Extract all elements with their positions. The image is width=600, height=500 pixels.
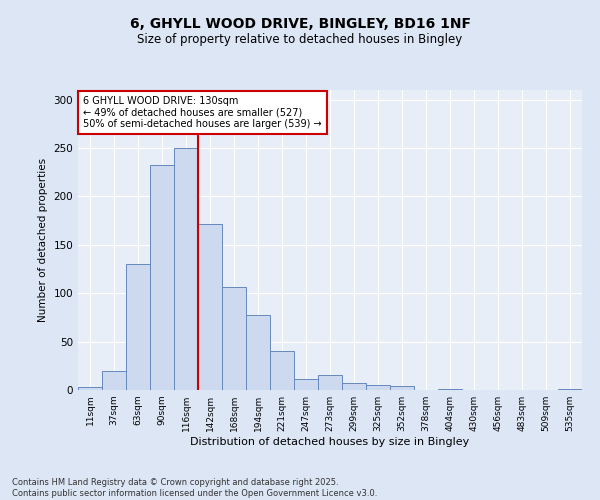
Text: Contains HM Land Registry data © Crown copyright and database right 2025.
Contai: Contains HM Land Registry data © Crown c…	[12, 478, 377, 498]
Bar	[366, 385, 390, 390]
Bar	[294, 380, 318, 390]
Text: Size of property relative to detached houses in Bingley: Size of property relative to detached ho…	[137, 32, 463, 46]
Bar	[558, 389, 582, 390]
Bar	[246, 314, 270, 390]
Bar	[150, 164, 174, 390]
Bar	[318, 374, 342, 390]
X-axis label: Distribution of detached houses by size in Bingley: Distribution of detached houses by size …	[190, 437, 470, 447]
Bar	[438, 389, 462, 390]
Bar	[102, 370, 126, 390]
Bar	[174, 148, 198, 390]
Y-axis label: Number of detached properties: Number of detached properties	[38, 158, 48, 322]
Bar	[222, 288, 246, 390]
Bar	[126, 264, 150, 390]
Bar	[342, 383, 366, 390]
Text: 6 GHYLL WOOD DRIVE: 130sqm
← 49% of detached houses are smaller (527)
50% of sem: 6 GHYLL WOOD DRIVE: 130sqm ← 49% of deta…	[83, 96, 322, 129]
Text: 6, GHYLL WOOD DRIVE, BINGLEY, BD16 1NF: 6, GHYLL WOOD DRIVE, BINGLEY, BD16 1NF	[130, 18, 470, 32]
Bar	[390, 386, 414, 390]
Bar	[78, 387, 102, 390]
Bar	[270, 352, 294, 390]
Bar	[198, 224, 222, 390]
